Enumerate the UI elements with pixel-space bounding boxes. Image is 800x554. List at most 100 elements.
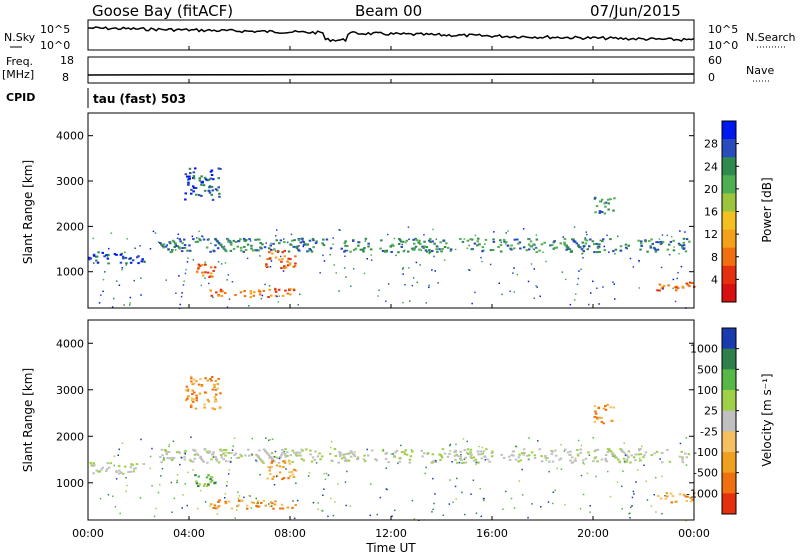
scatter-cell [624, 243, 628, 246]
scatter-cell [593, 243, 596, 246]
scatter-cell [210, 174, 214, 176]
scatter-cell [623, 461, 627, 464]
scatter-cell [483, 499, 485, 502]
scatter-cell [502, 508, 504, 510]
scatter-cell [269, 473, 272, 475]
scatter-cell [607, 449, 611, 451]
scatter-cell [323, 472, 325, 475]
scatter-cell [423, 240, 426, 243]
scatter-cell [189, 249, 192, 252]
scatter-cell [212, 507, 215, 509]
scatter-cell [299, 454, 302, 457]
scatter-cell [401, 243, 403, 246]
scatter-cell [262, 448, 266, 451]
scatter-cell [678, 252, 680, 255]
scatter-cell [107, 494, 110, 496]
scatter-cell [405, 453, 409, 456]
scatter-cell [216, 240, 219, 243]
scatter-cell [599, 200, 602, 203]
scatter-cell [237, 491, 239, 493]
scatter-cell [239, 291, 243, 294]
scatter-cell [482, 450, 485, 453]
scatter-cell [395, 254, 397, 257]
scatter-cell [537, 440, 539, 442]
scatter-cell [192, 185, 195, 188]
scatter-cell [662, 288, 664, 290]
scatter-cell [293, 517, 296, 520]
scatter-cell [668, 460, 672, 463]
scatter-cell [660, 266, 663, 269]
scatter-cell [470, 457, 473, 459]
scatter-cell [431, 269, 433, 271]
scatter-cell [637, 239, 640, 242]
scatter-cell [293, 468, 296, 471]
scatter-cell [92, 462, 95, 465]
scatter-cell [349, 505, 352, 507]
scatter-cell [238, 495, 241, 497]
scatter-cell [234, 294, 237, 296]
scatter-cell [209, 476, 213, 478]
scatter-cell [195, 480, 198, 483]
scatter-cell [92, 253, 96, 256]
scatter-cell [129, 304, 131, 306]
scatter-cell [177, 233, 179, 236]
scatter-cell [312, 246, 315, 249]
scatter-cell [226, 279, 228, 281]
scatter-cell [194, 474, 197, 477]
scatter-cell [367, 242, 370, 245]
scatter-cell [672, 239, 675, 242]
scatter-cell [686, 495, 689, 498]
scatter-cell [218, 195, 221, 198]
scatter-cell [540, 506, 542, 508]
scatter-cell [118, 469, 121, 472]
scatter-cell [224, 497, 226, 499]
scatter-cell [661, 234, 664, 236]
scatter-cell [224, 449, 228, 451]
scatter-cell [200, 194, 203, 197]
scatter-cell [473, 242, 477, 245]
scatter-cell [193, 457, 196, 460]
scatter-cell [283, 459, 287, 462]
scatter-cell [608, 251, 610, 253]
scatter-cell [214, 188, 218, 191]
scatter-cell [222, 449, 225, 452]
scatter-cell [175, 451, 179, 454]
scatter-cell [140, 294, 142, 296]
scatter-cell [594, 211, 597, 214]
scatter-cell [281, 507, 285, 510]
scatter-cell [563, 450, 566, 452]
scatter-cell [472, 479, 475, 481]
scatter-cell [685, 519, 687, 522]
scatter-cell [96, 261, 100, 264]
scatter-cell [630, 506, 632, 509]
scatter-cell [340, 247, 343, 250]
scatter-cell [646, 250, 649, 253]
scatter-cell [280, 260, 283, 263]
scatter-cell [614, 298, 616, 300]
scatter-cell [562, 236, 565, 238]
colorbar-segment [722, 211, 736, 231]
scatter-cell [236, 505, 238, 507]
scatter-cell [624, 454, 627, 457]
scatter-cell [357, 244, 360, 247]
scatter-cell [604, 201, 608, 204]
scatter-cell [671, 495, 675, 498]
scatter-cell [600, 211, 604, 213]
scatter-cell [224, 454, 227, 457]
scatter-cell [186, 395, 190, 398]
scatter-cell [499, 244, 503, 247]
scatter-cell [270, 248, 272, 251]
scatter-cell [661, 475, 663, 478]
scatter-cell [540, 460, 544, 463]
scatter-cell [178, 275, 180, 277]
scatter-cell [685, 437, 688, 439]
scatter-cell [99, 497, 102, 500]
scatter-cell [224, 262, 227, 264]
scatter-cell [330, 446, 332, 449]
scatter-cell [243, 239, 246, 242]
scatter-cell [384, 458, 388, 461]
scatter-cell [574, 299, 576, 301]
scatter-cell [511, 450, 515, 453]
scatter-cell [98, 302, 101, 304]
